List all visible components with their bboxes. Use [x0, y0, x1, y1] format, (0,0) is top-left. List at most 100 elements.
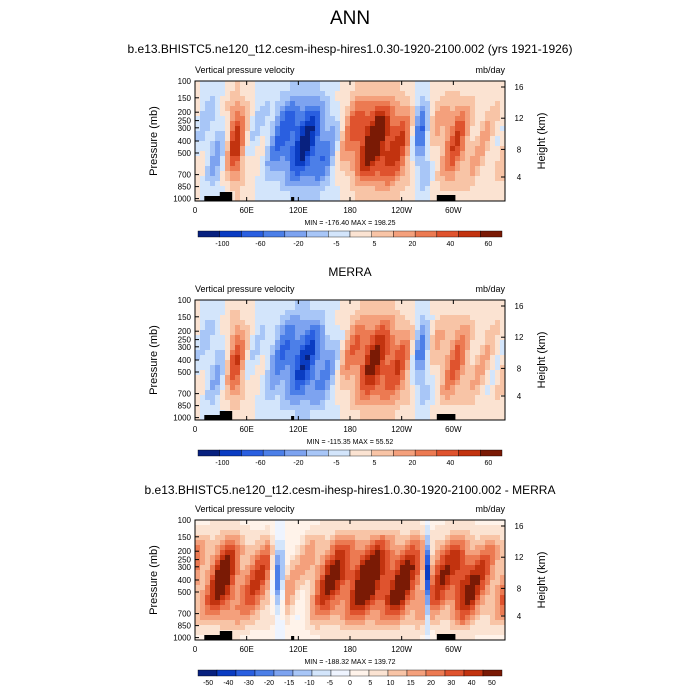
field-cell [365, 520, 371, 526]
field-cell [375, 340, 381, 346]
field-cell [395, 530, 401, 536]
field-cell [420, 360, 426, 366]
field-cell [295, 81, 301, 87]
colorbar-swatch [241, 230, 264, 238]
field-cell [315, 176, 321, 182]
colorbar-label: -40 [223, 680, 233, 687]
field-cell [255, 315, 261, 321]
field-cell [460, 370, 466, 376]
field-cell [220, 96, 226, 102]
field-cell [400, 635, 406, 641]
field-cell [470, 86, 476, 92]
field-cell [300, 325, 306, 331]
field-cell [465, 615, 471, 621]
field-cell [270, 385, 276, 391]
field-cell [340, 116, 346, 122]
field-cell [350, 161, 356, 167]
field-cell [330, 575, 336, 581]
field-cell [420, 530, 426, 536]
field-cell [295, 615, 301, 621]
field-cell [305, 146, 311, 152]
field-cell [310, 345, 316, 351]
field-cell [275, 111, 281, 117]
field-cell [420, 635, 426, 641]
field-cell [495, 615, 501, 621]
field-cell [375, 625, 381, 631]
field-cell [365, 350, 371, 356]
field-cell [470, 166, 476, 172]
field-cell [375, 350, 381, 356]
field-cell [215, 131, 221, 137]
field-cell [495, 580, 501, 586]
field-cell [325, 106, 331, 112]
field-cell [235, 131, 241, 137]
field-cell [235, 330, 241, 336]
field-cell [250, 540, 256, 546]
colorbar-swatch [284, 230, 307, 238]
field-cell [470, 171, 476, 177]
field-cell [315, 131, 321, 137]
field-cell [350, 191, 356, 197]
field-cell [400, 400, 406, 406]
field-cell [250, 415, 256, 421]
field-cell [280, 300, 286, 306]
field-cell [260, 325, 266, 331]
field-cell [335, 86, 341, 92]
field-cell [475, 370, 481, 376]
field-cell [395, 525, 401, 531]
field-cell [200, 410, 206, 416]
field-cell [415, 615, 421, 621]
field-cell [370, 530, 376, 536]
field-cell [450, 565, 456, 571]
field-cell [495, 305, 501, 311]
field-cell [440, 585, 446, 591]
field-cell [195, 315, 201, 321]
field-cell [210, 81, 216, 87]
field-cell [285, 305, 291, 311]
field-cell [470, 635, 476, 641]
field-cell [435, 330, 441, 336]
field-cell [500, 91, 506, 97]
field-cell [470, 196, 476, 202]
field-cell [420, 141, 426, 147]
field-cell [480, 615, 486, 621]
field-cell [255, 111, 261, 117]
field-cell [420, 570, 426, 576]
field-cell [405, 400, 411, 406]
field-cell [345, 375, 351, 381]
field-cell [330, 585, 336, 591]
field-cell [430, 390, 436, 396]
field-cell [330, 126, 336, 132]
field-cell [370, 540, 376, 546]
field-cell [470, 550, 476, 556]
field-cell [385, 161, 391, 167]
field-cell [435, 91, 441, 97]
field-cell [305, 131, 311, 137]
field-cell [460, 625, 466, 631]
field-cell [365, 196, 371, 202]
field-cell [425, 580, 431, 586]
field-cell [480, 550, 486, 556]
field-cell [235, 121, 241, 127]
field-cell [475, 340, 481, 346]
field-cell [425, 610, 431, 616]
field-cell [450, 300, 456, 306]
field-cell [470, 575, 476, 581]
field-cell [335, 300, 341, 306]
field-cell [420, 111, 426, 117]
field-cell [460, 540, 466, 546]
field-cell [465, 405, 471, 411]
field-cell [310, 560, 316, 566]
field-cell [195, 101, 201, 107]
field-cell [315, 355, 321, 361]
field-cell [440, 595, 446, 601]
field-cell [415, 191, 421, 197]
field-cell [380, 400, 386, 406]
field-cell [290, 350, 296, 356]
field-cell [470, 400, 476, 406]
field-cell [215, 300, 221, 306]
field-cell [360, 600, 366, 606]
field-cell [445, 96, 451, 102]
field-cell [385, 595, 391, 601]
